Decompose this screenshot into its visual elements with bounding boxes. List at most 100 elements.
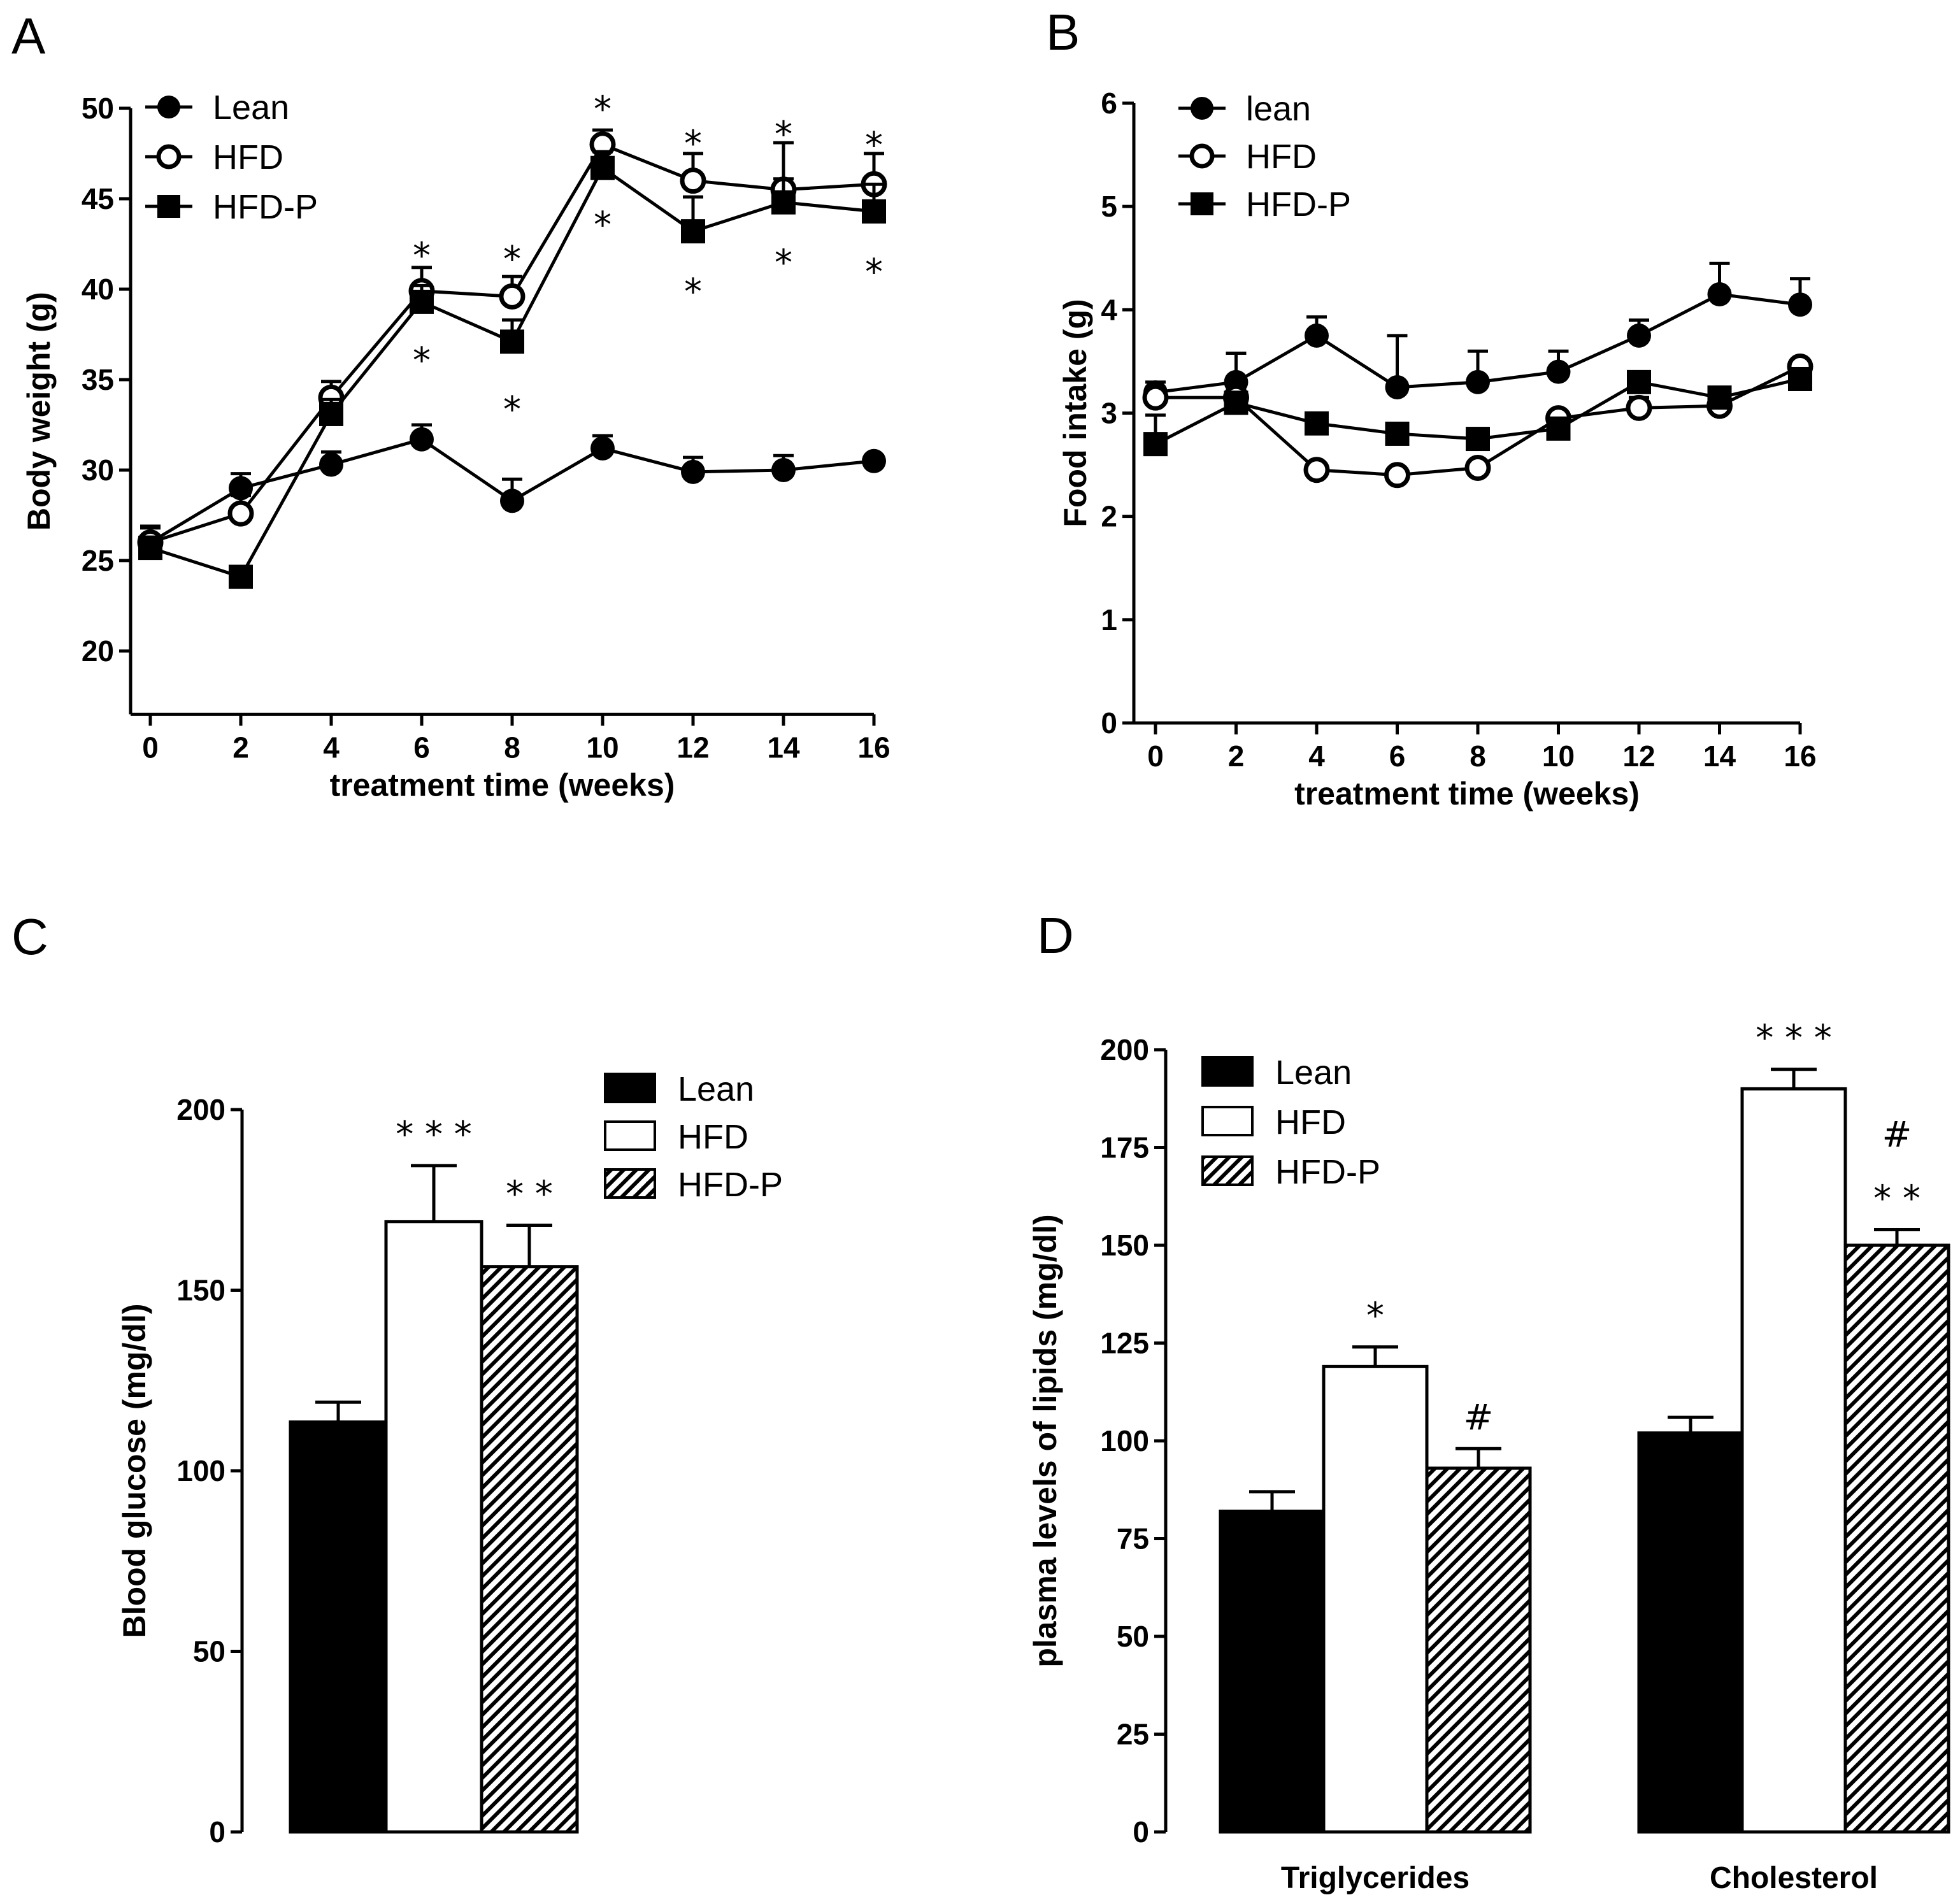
y-tick-label: 175 bbox=[1100, 1131, 1149, 1164]
data-point bbox=[500, 489, 524, 513]
data-point bbox=[1788, 366, 1812, 391]
data-point bbox=[1627, 369, 1651, 394]
significance-marker: * bbox=[594, 89, 612, 130]
significance-marker: * bbox=[413, 340, 431, 382]
y-tick-label: 4 bbox=[1101, 293, 1117, 326]
y-tick-label: 0 bbox=[209, 1815, 225, 1848]
data-point bbox=[499, 283, 526, 310]
data-point bbox=[1224, 390, 1248, 415]
significance-marker: # bbox=[1464, 1397, 1494, 1438]
legend-swatch bbox=[604, 1120, 656, 1151]
y-tick-label: 100 bbox=[1100, 1424, 1149, 1457]
x-tick-label: 0 bbox=[1147, 740, 1164, 773]
bar-hfd bbox=[384, 1220, 483, 1834]
x-tick-label: 10 bbox=[586, 731, 619, 764]
x-tick-label: 16 bbox=[1784, 740, 1816, 773]
panel-a: A 20 25 30 35 40 45 50 0 2 4 6 8 10 12 14 16 treatment ti… bbox=[11, 8, 891, 803]
legend-swatch bbox=[1201, 1155, 1254, 1186]
legend-label: Lean bbox=[678, 1070, 754, 1108]
series-line bbox=[150, 166, 875, 579]
legend-label: HFD bbox=[213, 138, 283, 176]
legend-marker bbox=[156, 144, 182, 169]
data-point bbox=[1464, 454, 1491, 481]
legend-swatch bbox=[1201, 1056, 1254, 1087]
y-tick-label: 1 bbox=[1101, 603, 1117, 636]
data-point bbox=[319, 452, 343, 477]
legend-label: HFD-P bbox=[1246, 185, 1351, 224]
bar-hfd bbox=[1322, 1364, 1429, 1834]
legend-marker bbox=[1191, 97, 1213, 120]
x-tick-label: 6 bbox=[1389, 740, 1406, 773]
significance-marker: * bbox=[775, 114, 792, 155]
x-tick-label: 4 bbox=[1308, 740, 1325, 773]
y-tick-label: 50 bbox=[193, 1635, 225, 1668]
x-axis-title: treatment time (weeks) bbox=[330, 767, 675, 803]
category-label: Triglycerides bbox=[1281, 1861, 1470, 1895]
panel-label: C bbox=[11, 908, 48, 965]
x-tick-label: 10 bbox=[1542, 740, 1575, 773]
y-tick-label: 25 bbox=[1117, 1718, 1149, 1751]
panel-label: B bbox=[1046, 4, 1080, 61]
y-tick-label: 25 bbox=[82, 544, 114, 577]
legend-label: HFD-P bbox=[1275, 1153, 1380, 1191]
data-point bbox=[1466, 427, 1490, 452]
data-point bbox=[771, 458, 796, 482]
bar-lean bbox=[1219, 1510, 1326, 1834]
x-tick-label: 8 bbox=[504, 731, 520, 764]
data-point bbox=[410, 289, 434, 314]
x-tick-label: 2 bbox=[1228, 740, 1245, 773]
y-tick-label: 5 bbox=[1101, 190, 1117, 223]
bar-hfd-p bbox=[1843, 1243, 1950, 1834]
x-tick-label: 6 bbox=[413, 731, 430, 764]
x-tick-label: 0 bbox=[142, 731, 159, 764]
x-tick-label: 12 bbox=[1622, 740, 1655, 773]
bar-lean bbox=[289, 1420, 388, 1834]
legend-label: HFD bbox=[678, 1118, 748, 1156]
y-tick-label: 6 bbox=[1101, 87, 1117, 120]
data-point bbox=[1143, 432, 1168, 457]
data-point bbox=[681, 459, 705, 484]
data-point bbox=[1305, 323, 1329, 348]
legend-label: Lean bbox=[213, 89, 289, 127]
y-tick-label: 200 bbox=[1100, 1033, 1149, 1066]
significance-marker: * bbox=[1366, 1296, 1384, 1337]
significance-marker: # bbox=[1882, 1114, 1912, 1155]
category-label: Cholesterol bbox=[1710, 1861, 1878, 1895]
legend-label: HFD bbox=[1246, 138, 1317, 176]
data-point bbox=[862, 199, 886, 224]
data-point bbox=[229, 564, 253, 589]
panel-label: D bbox=[1037, 907, 1074, 964]
significance-marker: * bbox=[503, 389, 521, 431]
x-tick-label: 16 bbox=[857, 731, 890, 764]
legend-label: lean bbox=[1246, 90, 1311, 128]
data-point bbox=[1707, 282, 1732, 307]
significance-marker: * bbox=[684, 123, 702, 164]
data-point bbox=[1466, 369, 1490, 394]
data-point bbox=[410, 427, 434, 452]
x-tick-label: 14 bbox=[767, 731, 800, 764]
significance-marker: * bbox=[503, 239, 521, 280]
y-tick-label: 50 bbox=[82, 92, 114, 125]
x-tick-label: 8 bbox=[1470, 740, 1486, 773]
data-point bbox=[1626, 394, 1652, 421]
significance-marker: * bbox=[865, 125, 883, 166]
y-tick-label: 75 bbox=[1117, 1522, 1149, 1555]
series-lean bbox=[1143, 261, 1812, 405]
y-tick-label: 30 bbox=[82, 454, 114, 487]
panel-d: D 0 25 50 75 100 125 150 175 200 plasma levels of … bbox=[1027, 907, 1950, 1895]
series-lean bbox=[138, 423, 886, 555]
significance-marker: * * * bbox=[396, 1114, 472, 1155]
panel-c: C 0 50 100 150 200 Blood glucose (mg/dl) * * * *… bbox=[11, 908, 783, 1848]
significance-marker: * * bbox=[1873, 1178, 1921, 1219]
y-tick-label: 0 bbox=[1101, 706, 1117, 740]
significance-marker: * bbox=[865, 252, 883, 293]
legend-swatch bbox=[604, 1168, 656, 1199]
significance-marker: * bbox=[413, 235, 431, 276]
data-point bbox=[319, 401, 343, 426]
data-point bbox=[1385, 375, 1410, 399]
y-axis-title: plasma levels of lipids (mg/dl) bbox=[1027, 1214, 1063, 1667]
data-point bbox=[681, 219, 705, 244]
y-tick-label: 35 bbox=[82, 363, 114, 396]
legend-marker bbox=[1189, 143, 1215, 169]
